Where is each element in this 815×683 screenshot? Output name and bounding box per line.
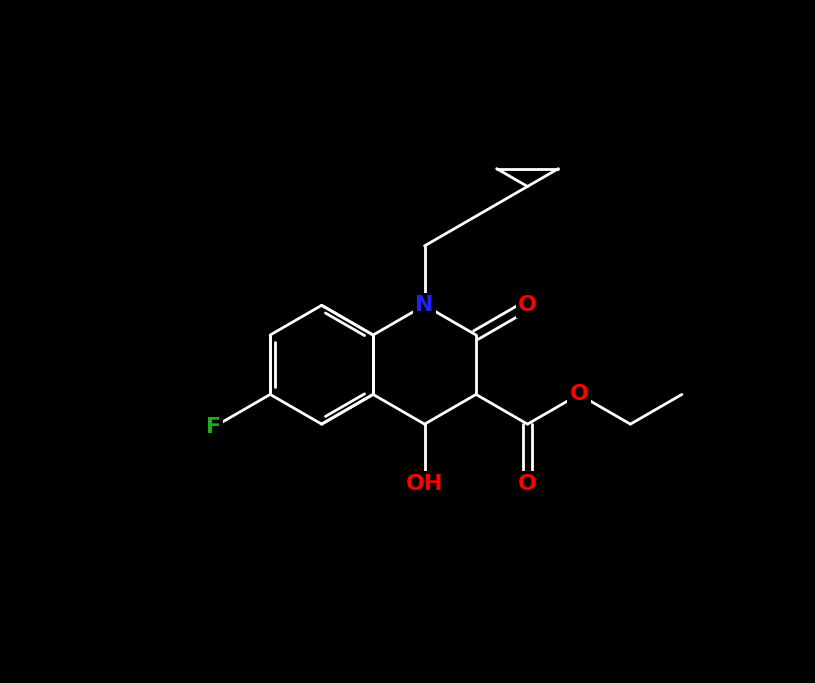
Text: N: N bbox=[416, 295, 434, 316]
Text: F: F bbox=[206, 417, 221, 437]
Text: OH: OH bbox=[406, 473, 443, 494]
Text: O: O bbox=[570, 385, 588, 404]
Text: O: O bbox=[518, 295, 537, 316]
Text: O: O bbox=[518, 473, 537, 494]
